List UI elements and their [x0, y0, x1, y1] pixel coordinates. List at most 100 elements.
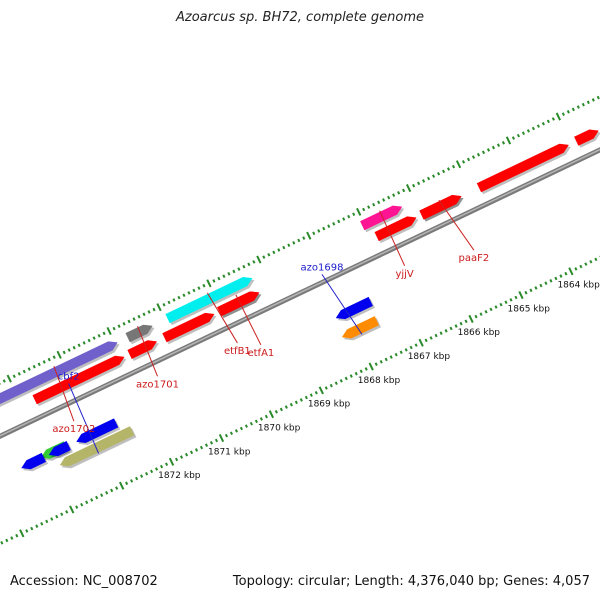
tick-mark [566, 110, 570, 114]
tick-mark [0, 541, 4, 545]
tick-mark [150, 469, 154, 474]
tick-mark [596, 95, 600, 100]
tick-mark [115, 486, 119, 490]
tick-mark [229, 431, 233, 436]
etfA1-gene [217, 291, 262, 319]
tick-mark [589, 259, 593, 264]
tick-mark [327, 224, 331, 228]
gene-label-paaF2: paaF2 [459, 253, 490, 264]
tick-mark [212, 279, 216, 283]
tick-mark [242, 264, 246, 269]
tick-mark [576, 105, 580, 109]
tick-mark [25, 529, 29, 533]
tick-mark [337, 219, 341, 224]
tick-mark [466, 157, 471, 162]
tick-mark [132, 317, 136, 321]
tick-mark [292, 241, 296, 245]
tick-mark [156, 303, 162, 312]
tick-mark [2, 379, 6, 383]
topology-stats: Topology: circular; Length: 4,376,040 bp… [232, 574, 590, 589]
tick-mark [85, 500, 89, 505]
tick-mark [309, 393, 313, 397]
tick-mark [584, 262, 588, 266]
tick-mark [218, 433, 225, 443]
tick-mark [402, 188, 406, 193]
tick-mark [69, 505, 75, 514]
gene-arrow [21, 452, 48, 472]
tick-mark [414, 343, 418, 347]
tick-mark [72, 345, 76, 350]
leader-line [68, 383, 100, 454]
tick-mark [82, 341, 86, 345]
tick-mark [90, 498, 94, 502]
tick-mark [354, 371, 358, 376]
tick-mark [561, 112, 565, 116]
tick-label: 1864 kbp [557, 281, 600, 291]
tick-mark [359, 369, 363, 374]
gene-arrow [162, 312, 217, 345]
tick-mark [382, 198, 386, 202]
tick-mark [574, 267, 578, 271]
tick-mark [294, 400, 298, 405]
tick-mark [446, 167, 451, 171]
tick-mark [568, 267, 574, 276]
tick-mark [429, 336, 433, 340]
tick-mark [405, 184, 412, 193]
tick-mark [284, 405, 288, 409]
tick-mark [100, 493, 104, 497]
tick-label: 1868 kbp [358, 376, 401, 386]
tick-mark [237, 267, 241, 271]
tick-mark [387, 195, 391, 200]
tick-mark [481, 150, 486, 155]
tick-label: 1866 kbp [458, 328, 501, 338]
tick-mark [252, 260, 256, 264]
tick-mark [35, 524, 39, 528]
tick-mark [314, 390, 318, 395]
tick-mark [399, 350, 403, 355]
tick-mark [442, 169, 446, 174]
gene-body [341, 316, 379, 339]
tick-mark [444, 329, 448, 333]
tick-mark [518, 291, 524, 300]
tick-mark [342, 217, 346, 221]
tick-mark [268, 410, 275, 419]
tick-mark [256, 255, 262, 264]
tick-mark [409, 345, 413, 350]
gene-arrow [127, 340, 159, 361]
tick-mark [454, 324, 458, 328]
tick-mark [137, 314, 141, 319]
tick-mark [194, 448, 199, 452]
tick-mark [87, 338, 91, 343]
tick-mark [182, 293, 186, 298]
tick-mark [349, 374, 353, 378]
tick-mark [135, 476, 139, 481]
tick-mark [172, 298, 176, 302]
tick-mark [130, 479, 134, 483]
tick-mark [501, 141, 506, 145]
tick-mark [486, 148, 491, 152]
tick-mark [227, 272, 231, 276]
scale-ticks [0, 95, 600, 545]
tick-mark [377, 200, 381, 205]
leader-line [53, 366, 75, 422]
tick-mark [539, 283, 543, 288]
azo1698-gene [341, 316, 381, 341]
tick-mark [494, 305, 498, 309]
tick-mark [192, 288, 196, 293]
tick-mark [37, 362, 41, 367]
tick-label: 1865 kbp [508, 304, 551, 314]
tick-mark [476, 152, 481, 157]
leader-line [379, 210, 406, 266]
tick-mark [364, 367, 368, 371]
tick-mark [206, 279, 212, 288]
tick-mark [389, 355, 393, 359]
tick-mark [586, 100, 590, 105]
tick-mark [62, 350, 66, 355]
tick-mark [461, 160, 466, 164]
tick-mark [392, 193, 396, 197]
tick-mark [526, 129, 530, 133]
tick-mark [168, 457, 175, 466]
tick-mark [302, 236, 306, 240]
tick-mark [468, 314, 474, 323]
tick-mark [471, 155, 476, 159]
